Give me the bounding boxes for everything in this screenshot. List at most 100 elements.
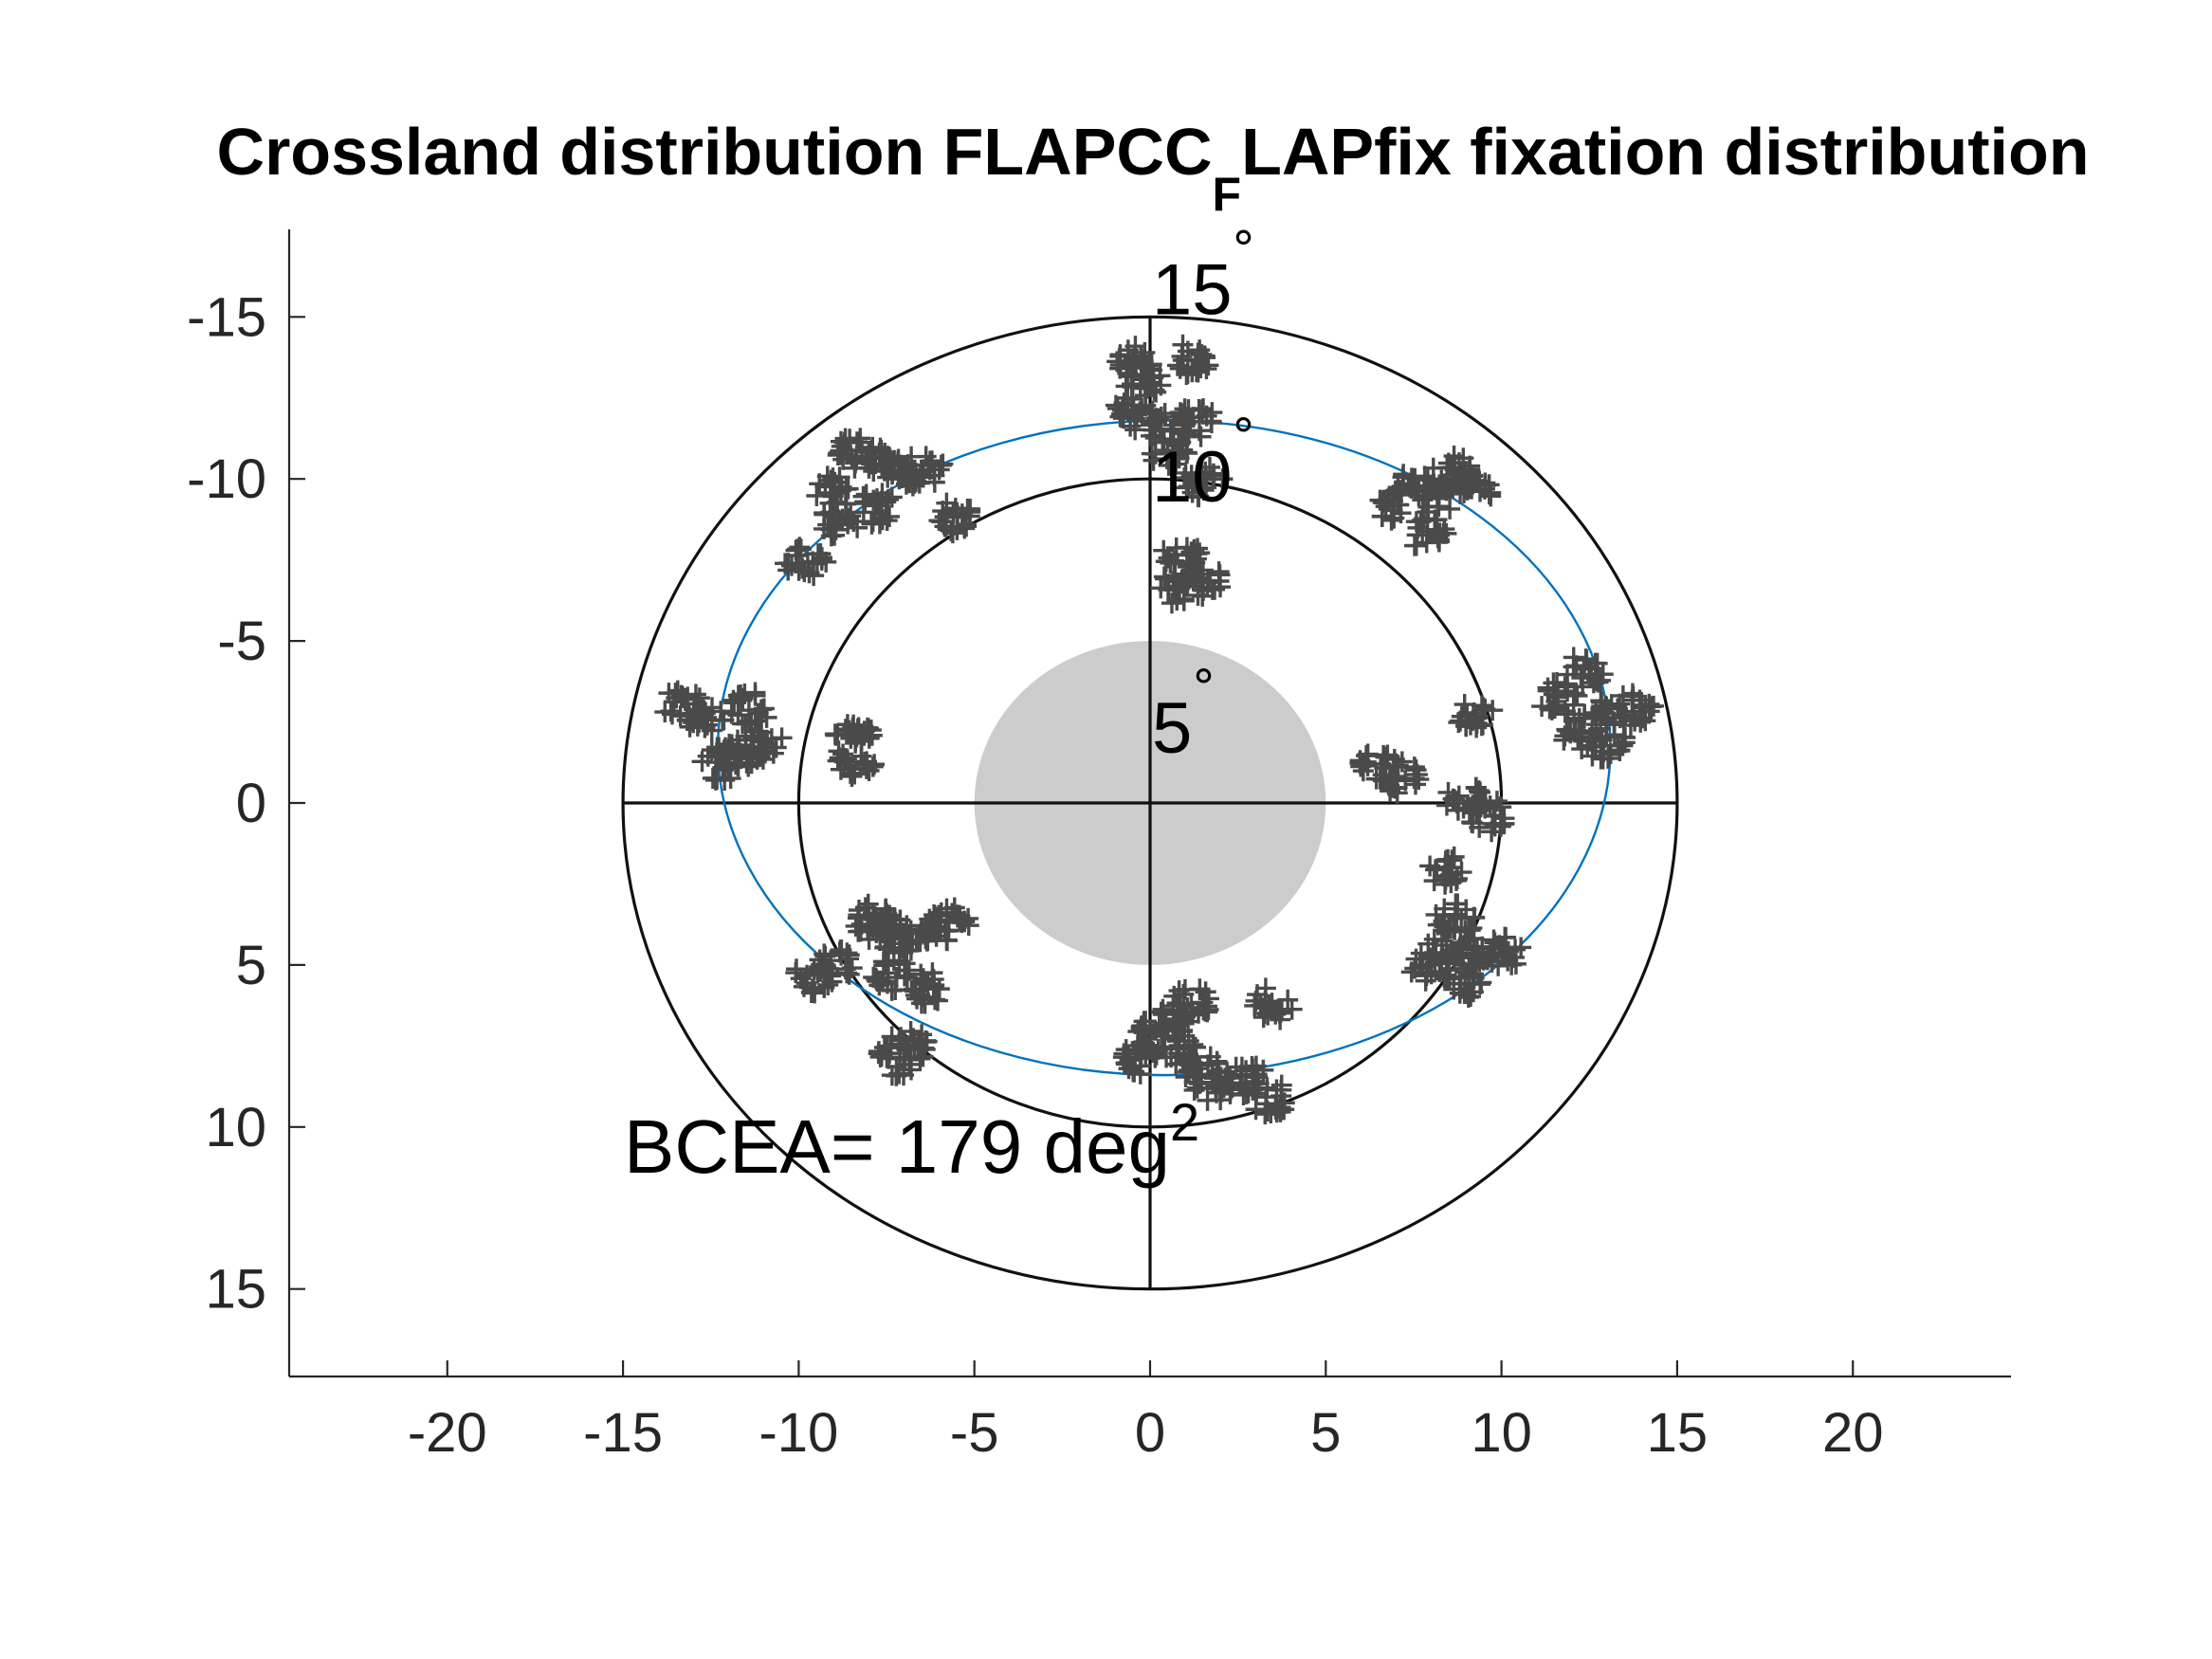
fixation-point [1182,1033,1204,1055]
ring-label-5: 5 [1152,688,1192,769]
fixation-point [838,944,860,966]
x-tick-label: -20 [408,1402,487,1464]
fixation-point [877,962,899,984]
fixation-point [1419,475,1441,497]
fixation-cluster [901,962,950,1014]
fixation-point [1459,927,1481,949]
fixation-point [727,756,749,777]
x-tick-label: 10 [1471,1402,1532,1464]
bcea-label-text: BCEA= 179 deg [624,1104,1170,1189]
fixation-point [817,974,839,995]
fixation-point [1166,1030,1188,1052]
fixation-point [932,453,954,475]
fixation-point [1129,401,1151,423]
fixation-cluster [785,955,843,1004]
fixation-point [654,702,676,723]
fixation-point [915,928,937,950]
fixation-point [1439,918,1461,939]
fixation-point [827,509,849,531]
fixation-point [1143,379,1165,401]
fixation-cluster [1369,480,1412,531]
fixation-point [1169,357,1191,379]
fixation-point [1574,656,1596,678]
fixation-point [1196,468,1217,490]
fixation-point [1440,457,1462,479]
fixation-cluster [814,501,868,547]
fixation-point [1591,702,1613,723]
fixation-point [1393,464,1415,485]
fixation-point [1582,672,1604,694]
fixation-cluster [1556,647,1614,698]
fixation-point [814,976,835,998]
fixation-cluster [1419,846,1472,895]
fixation-point [886,1065,907,1086]
fixation-point [827,445,849,466]
y-tick-label: 5 [236,935,266,996]
fixation-cluster [894,446,954,497]
x-tick-label: 15 [1647,1402,1709,1464]
fixation-point [857,917,879,939]
fixation-point [823,506,845,528]
bcea-label-superscript: 2 [1170,1092,1199,1152]
fixation-point [1210,576,1232,598]
fixation-points [654,334,1665,1125]
fixation-point [1474,474,1496,496]
ring-label-degree-10: ° [1232,409,1255,464]
fixation-point [1270,1097,1291,1119]
fixation-cluster [721,682,777,735]
fixation-point [1589,727,1611,749]
fixation-point [858,727,880,749]
fixation-point [917,918,939,939]
fixation-point [830,440,851,462]
fixation-point [1140,425,1161,447]
fixation-point [851,440,873,462]
fixation-point [1186,1077,1208,1099]
fixation-point [1495,943,1517,965]
fixation-point [1173,590,1195,611]
fixation-cluster [824,714,883,754]
fixation-point [867,971,888,993]
fixation-point [908,472,930,494]
fixation-point [1179,1048,1201,1070]
fixation-point [1168,1011,1190,1032]
fixation-point [832,448,854,470]
fixation-point [1270,1009,1291,1030]
fixation-point [1462,965,1484,987]
fixation-point [890,937,912,958]
fixation-point [1150,406,1172,428]
fixation-point [1131,397,1153,419]
fixation-point [1195,1000,1216,1022]
fixation-point [1545,690,1567,712]
y-tick-label: -15 [187,286,266,348]
fixation-point [777,559,799,581]
fixation-point [1153,539,1175,561]
fixation-point [1178,421,1199,443]
fixation-point [757,733,778,755]
fixation-point [1144,443,1166,465]
fixation-cluster [906,908,959,953]
fixation-cluster [735,720,793,770]
fixation-point [1435,522,1457,544]
fixation-point [1447,799,1469,821]
ring-label-degree-5: ° [1192,660,1216,715]
fixation-point [786,544,808,566]
fixation-point [1405,774,1426,795]
fixation-cluster [1607,683,1665,737]
fixation-point [1463,705,1484,727]
fixation-point [1109,406,1131,428]
fixation-cluster [1379,751,1430,804]
fixation-point [829,466,850,488]
fixation-point [1175,1066,1197,1088]
fixation-point [839,762,861,784]
fixation-point [1187,485,1209,507]
fixation-point [739,710,760,732]
fixation-cluster [863,950,920,1001]
fixation-cluster [1169,398,1223,447]
fixation-point [701,720,722,741]
fixation-point [871,922,893,944]
fixation-point [1479,795,1501,817]
fixation-point [928,978,950,1000]
ring-labels: 5°10°15° [1152,221,1255,769]
fixation-point [1187,361,1209,383]
fixation-point [1381,490,1403,512]
